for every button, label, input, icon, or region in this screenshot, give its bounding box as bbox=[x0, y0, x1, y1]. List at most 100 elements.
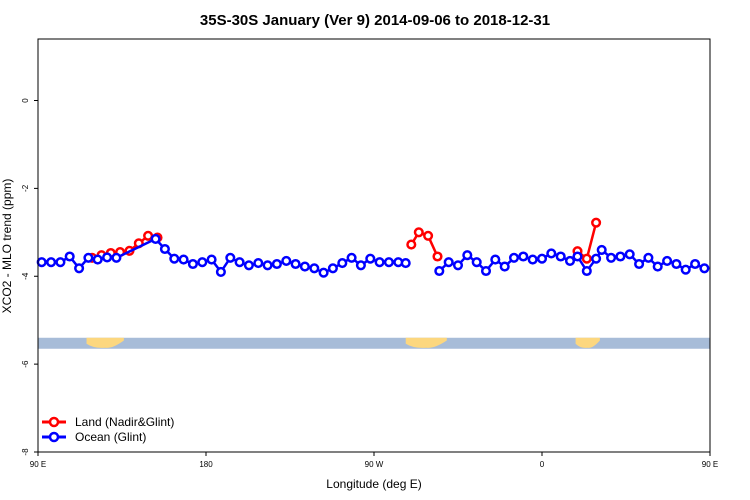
series-1-point bbox=[253, 258, 264, 269]
series-1-point bbox=[290, 258, 301, 270]
series-0-point bbox=[413, 227, 424, 238]
series-1-point bbox=[346, 252, 357, 263]
series-1-point bbox=[652, 261, 663, 272]
series-1-point bbox=[169, 253, 180, 264]
series-1-point bbox=[508, 252, 520, 263]
series-1-point bbox=[337, 258, 348, 269]
series-1-point bbox=[643, 252, 654, 263]
series-1 bbox=[36, 233, 710, 278]
map-strip-ocean bbox=[38, 337, 710, 349]
series-0-point bbox=[591, 217, 602, 228]
series-1-point bbox=[365, 253, 376, 264]
series-1-point bbox=[374, 257, 385, 268]
series-1-point bbox=[591, 253, 602, 264]
y-tick-label: -4 bbox=[21, 272, 30, 280]
series-1-point bbox=[197, 257, 208, 268]
series-1-point bbox=[452, 260, 464, 271]
y-tick-label: -2 bbox=[21, 184, 30, 192]
series-1-point bbox=[480, 265, 492, 277]
series-1-point bbox=[178, 254, 189, 265]
series-1-point bbox=[527, 254, 538, 265]
series-1-point bbox=[46, 257, 57, 268]
series-1-point bbox=[55, 257, 66, 268]
legend: Land (Nadir&Glint) Ocean (Glint) bbox=[42, 415, 174, 444]
series-1-point bbox=[234, 257, 245, 268]
series-0-point bbox=[406, 239, 417, 250]
series-1-point bbox=[92, 254, 103, 265]
series-1-point bbox=[606, 252, 617, 263]
chart-title: 35S-30S January (Ver 9) 2014-09-06 to 20… bbox=[200, 12, 550, 29]
x-axis: 90 E 180 90 W 0 90 E bbox=[30, 452, 718, 469]
series-1-point bbox=[634, 258, 645, 270]
x-tick-label: 90 E bbox=[702, 460, 718, 469]
series-1-point bbox=[490, 254, 501, 265]
series-1-point bbox=[36, 257, 47, 268]
y-tick-label: -8 bbox=[21, 448, 30, 456]
map-strip bbox=[38, 337, 710, 349]
series-1-point bbox=[159, 243, 170, 255]
series-1-point bbox=[564, 255, 576, 266]
series-1-point bbox=[206, 254, 217, 265]
map-strip-land-2 bbox=[575, 337, 600, 348]
series-1-point bbox=[74, 263, 85, 274]
series-1-point bbox=[680, 264, 691, 275]
series-1-point bbox=[400, 258, 411, 269]
series-1-point bbox=[581, 265, 592, 277]
series-1-point bbox=[699, 263, 710, 274]
series-1-point bbox=[546, 248, 557, 259]
series-1-point bbox=[471, 257, 482, 268]
map-strip-land-0 bbox=[86, 337, 124, 348]
series-1-point bbox=[518, 251, 529, 262]
series-1-point bbox=[225, 252, 236, 263]
series-1-point bbox=[671, 258, 682, 270]
series-1-point bbox=[318, 267, 329, 278]
series-1-point bbox=[434, 265, 445, 277]
series-1-point bbox=[327, 263, 338, 274]
x-axis-label: Longitude (deg E) bbox=[326, 477, 421, 491]
series-1-point bbox=[271, 258, 282, 270]
x-tick-label: 90 E bbox=[30, 460, 46, 469]
x-tick-label: 90 W bbox=[365, 460, 384, 469]
y-axis: 0 -2 -4 -6 -8 bbox=[21, 98, 38, 456]
series-1-point bbox=[555, 251, 566, 262]
legend-item-ocean: Ocean (Glint) bbox=[42, 430, 146, 444]
series-1-point bbox=[299, 261, 310, 272]
series-1-point bbox=[383, 257, 394, 268]
series-1-point bbox=[243, 260, 254, 271]
series-1-point bbox=[443, 257, 454, 268]
series-1-point bbox=[111, 252, 122, 263]
map-strip-land-1 bbox=[405, 337, 447, 348]
y-tick-label: -6 bbox=[21, 360, 30, 368]
series-1-point bbox=[662, 255, 673, 266]
series-layer bbox=[36, 217, 710, 278]
x-tick-label: 0 bbox=[540, 460, 545, 469]
y-axis-label: XCO2 - MLO trend (ppm) bbox=[0, 179, 14, 314]
series-1-point bbox=[187, 258, 198, 270]
series-1-point bbox=[355, 260, 366, 271]
legend-ocean-label: Ocean (Glint) bbox=[75, 430, 146, 444]
series-1-point bbox=[150, 233, 161, 244]
series-1-point bbox=[624, 249, 635, 260]
series-1-point bbox=[615, 251, 626, 262]
series-1-point bbox=[462, 250, 473, 261]
series-1-point bbox=[262, 260, 273, 271]
legend-land-marker bbox=[48, 416, 60, 428]
series-0-point bbox=[423, 230, 434, 241]
x-tick-label: 180 bbox=[199, 460, 213, 469]
series-0-point bbox=[581, 253, 592, 264]
series-1-point bbox=[572, 251, 583, 262]
series-1-point bbox=[499, 261, 510, 272]
series-1-point bbox=[596, 244, 607, 255]
series-1-point bbox=[64, 251, 75, 262]
series-1-point bbox=[281, 255, 292, 266]
series-1-point bbox=[83, 252, 94, 263]
series-0-point bbox=[432, 251, 443, 262]
legend-land-label: Land (Nadir&Glint) bbox=[75, 415, 174, 429]
series-1-point bbox=[309, 263, 320, 274]
series-1-point bbox=[690, 258, 701, 270]
y-tick-label: 0 bbox=[21, 98, 30, 103]
legend-ocean-marker bbox=[48, 431, 60, 443]
legend-item-land: Land (Nadir&Glint) bbox=[42, 415, 174, 429]
series-1-point bbox=[536, 253, 548, 264]
